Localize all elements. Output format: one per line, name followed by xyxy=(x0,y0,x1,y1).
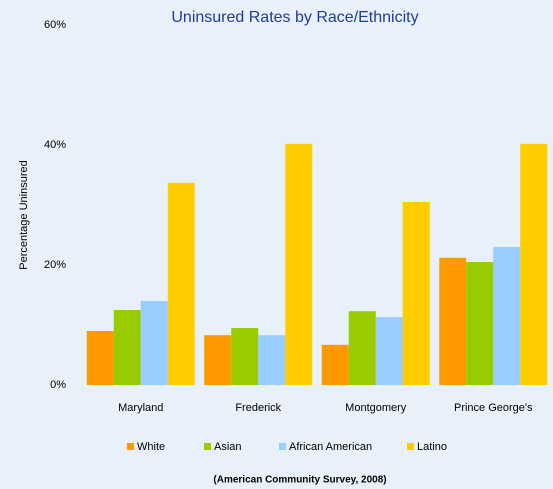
bar xyxy=(285,143,313,385)
bar xyxy=(113,310,141,385)
legend-label: African American xyxy=(289,441,372,453)
bar xyxy=(466,262,494,385)
legend-swatch xyxy=(127,443,134,450)
bar xyxy=(258,335,286,385)
bar xyxy=(375,317,403,385)
bar xyxy=(321,344,349,385)
legend-swatch xyxy=(204,443,211,450)
legend-label: White xyxy=(137,441,165,453)
note: (American Community Survey, 2008) xyxy=(213,475,386,486)
bar xyxy=(520,143,548,385)
bar xyxy=(402,202,430,385)
x-tick-label: Maryland xyxy=(118,402,163,414)
bar xyxy=(231,328,259,385)
y-tick-label: 40% xyxy=(44,139,66,151)
y-tick-label: 0% xyxy=(50,379,66,391)
legend-swatch xyxy=(407,443,414,450)
y-axis-label: Percentage Uninsured xyxy=(18,160,30,269)
chart-title: Uninsured Rates by Race/Ethnicity xyxy=(171,9,418,26)
y-tick-label: 60% xyxy=(44,19,66,31)
x-tick-label: Montgomery xyxy=(345,402,407,414)
bar xyxy=(348,311,376,385)
y-tick-label: 20% xyxy=(44,259,66,271)
x-tick-label: Frederick xyxy=(235,402,281,414)
bar xyxy=(167,182,195,385)
legend-swatch xyxy=(279,443,286,450)
bar xyxy=(439,257,467,385)
bar xyxy=(86,331,114,385)
x-tick-label: Prince George's xyxy=(454,402,533,414)
bar xyxy=(493,247,521,385)
legend-label: Latino xyxy=(417,441,447,453)
bar xyxy=(204,335,232,385)
legend-label: Asian xyxy=(214,441,242,453)
bar xyxy=(140,301,168,385)
